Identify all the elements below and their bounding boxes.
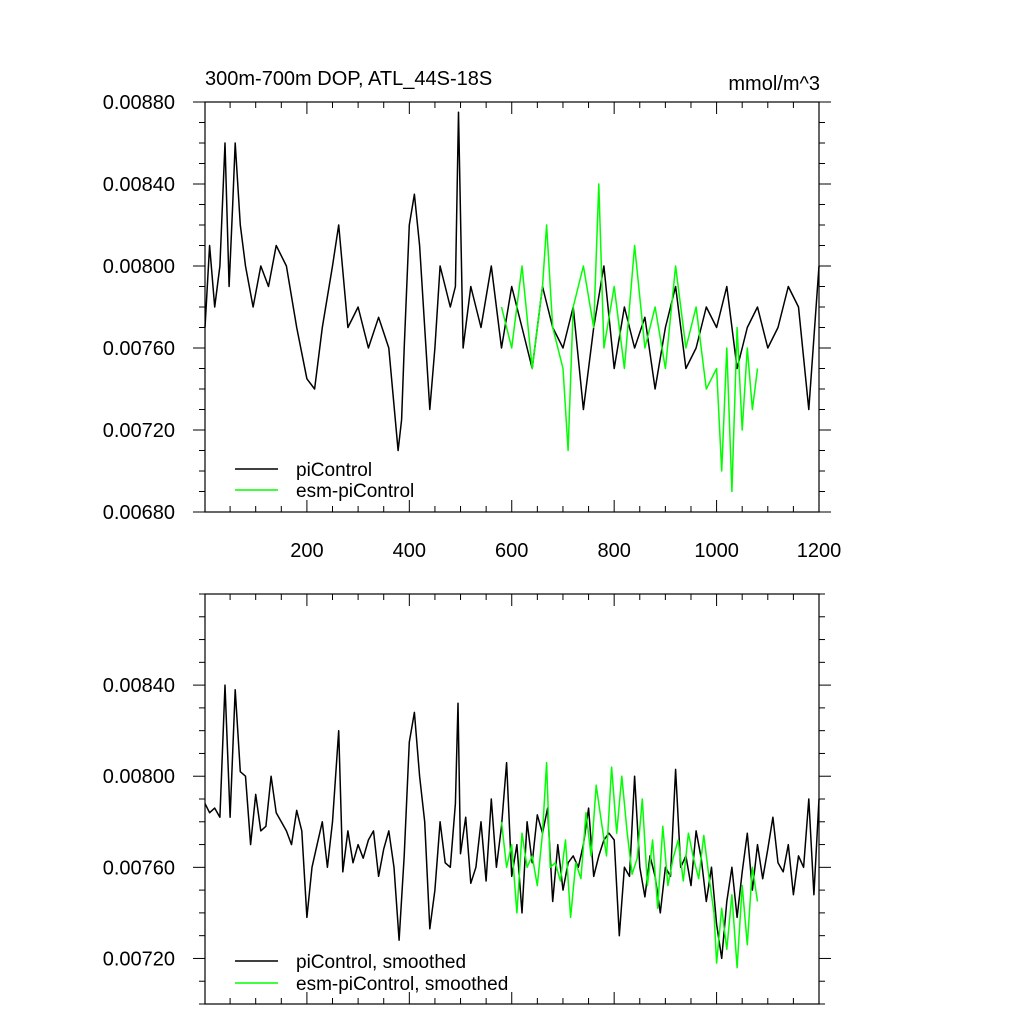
x-tick-label: 400 bbox=[393, 540, 426, 562]
legend-label-picontrol: piControl bbox=[296, 460, 372, 481]
top-units-label: mmol/m^3 bbox=[728, 73, 820, 95]
x-tick-label: 1000 bbox=[694, 540, 739, 562]
series-line-esm-picontrol-smoothed bbox=[500, 761, 759, 969]
x-tick-label: 1200 bbox=[797, 540, 842, 562]
series-line-esm-picontrol bbox=[500, 183, 759, 493]
top-panel: 300m-700m DOP, ATL_44S-18S mmol/m^3 200 4… bbox=[103, 68, 842, 562]
y-tick-label: 0.00800 bbox=[103, 766, 175, 788]
y-tick-label: 0.00760 bbox=[103, 338, 175, 360]
y-tick-label: 0.00880 bbox=[103, 92, 175, 114]
x-tick-label: 600 bbox=[495, 540, 528, 562]
top-legend: piControl esm-piControl bbox=[235, 460, 414, 502]
top-plot-frame bbox=[204, 101, 820, 513]
legend-label-esm-picontrol-smoothed: esm-piControl, smoothed bbox=[296, 974, 508, 995]
top-chart-title: 300m-700m DOP, ATL_44S-18S bbox=[205, 68, 492, 90]
y-tick-label: 0.00800 bbox=[103, 256, 175, 278]
legend-label-picontrol-smoothed: piControl, smoothed bbox=[296, 952, 466, 973]
series-line-picontrol-smoothed bbox=[204, 684, 820, 960]
y-tick-label: 0.00720 bbox=[103, 420, 175, 442]
y-tick-label: 0.00840 bbox=[103, 174, 175, 196]
x-tick-label: 200 bbox=[290, 540, 323, 562]
y-tick-label: 0.00760 bbox=[103, 857, 175, 879]
top-series-group bbox=[204, 111, 820, 493]
series-line-picontrol bbox=[204, 111, 820, 452]
x-tick-label: 800 bbox=[597, 540, 630, 562]
bottom-panel: 0.00720 0.00760 0.00800 0.00840 piControl, … bbox=[103, 593, 831, 1005]
y-tick-label: 0.00720 bbox=[103, 948, 175, 970]
bottom-tick-group: 0.00720 0.00760 0.00800 0.00840 bbox=[103, 593, 831, 1005]
y-tick-label: 0.00680 bbox=[103, 502, 175, 524]
bottom-series-group bbox=[204, 684, 820, 969]
legend-label-esm-picontrol: esm-piControl bbox=[296, 481, 414, 502]
y-tick-label: 0.00840 bbox=[103, 675, 175, 697]
top-tick-group: 200 400 600 800 1000 1200 0.00680 0.00720 0.0076… bbox=[103, 92, 842, 562]
bottom-plot-frame bbox=[204, 593, 820, 1005]
bottom-legend: piControl, smoothed esm-piControl, smoot… bbox=[235, 952, 508, 995]
